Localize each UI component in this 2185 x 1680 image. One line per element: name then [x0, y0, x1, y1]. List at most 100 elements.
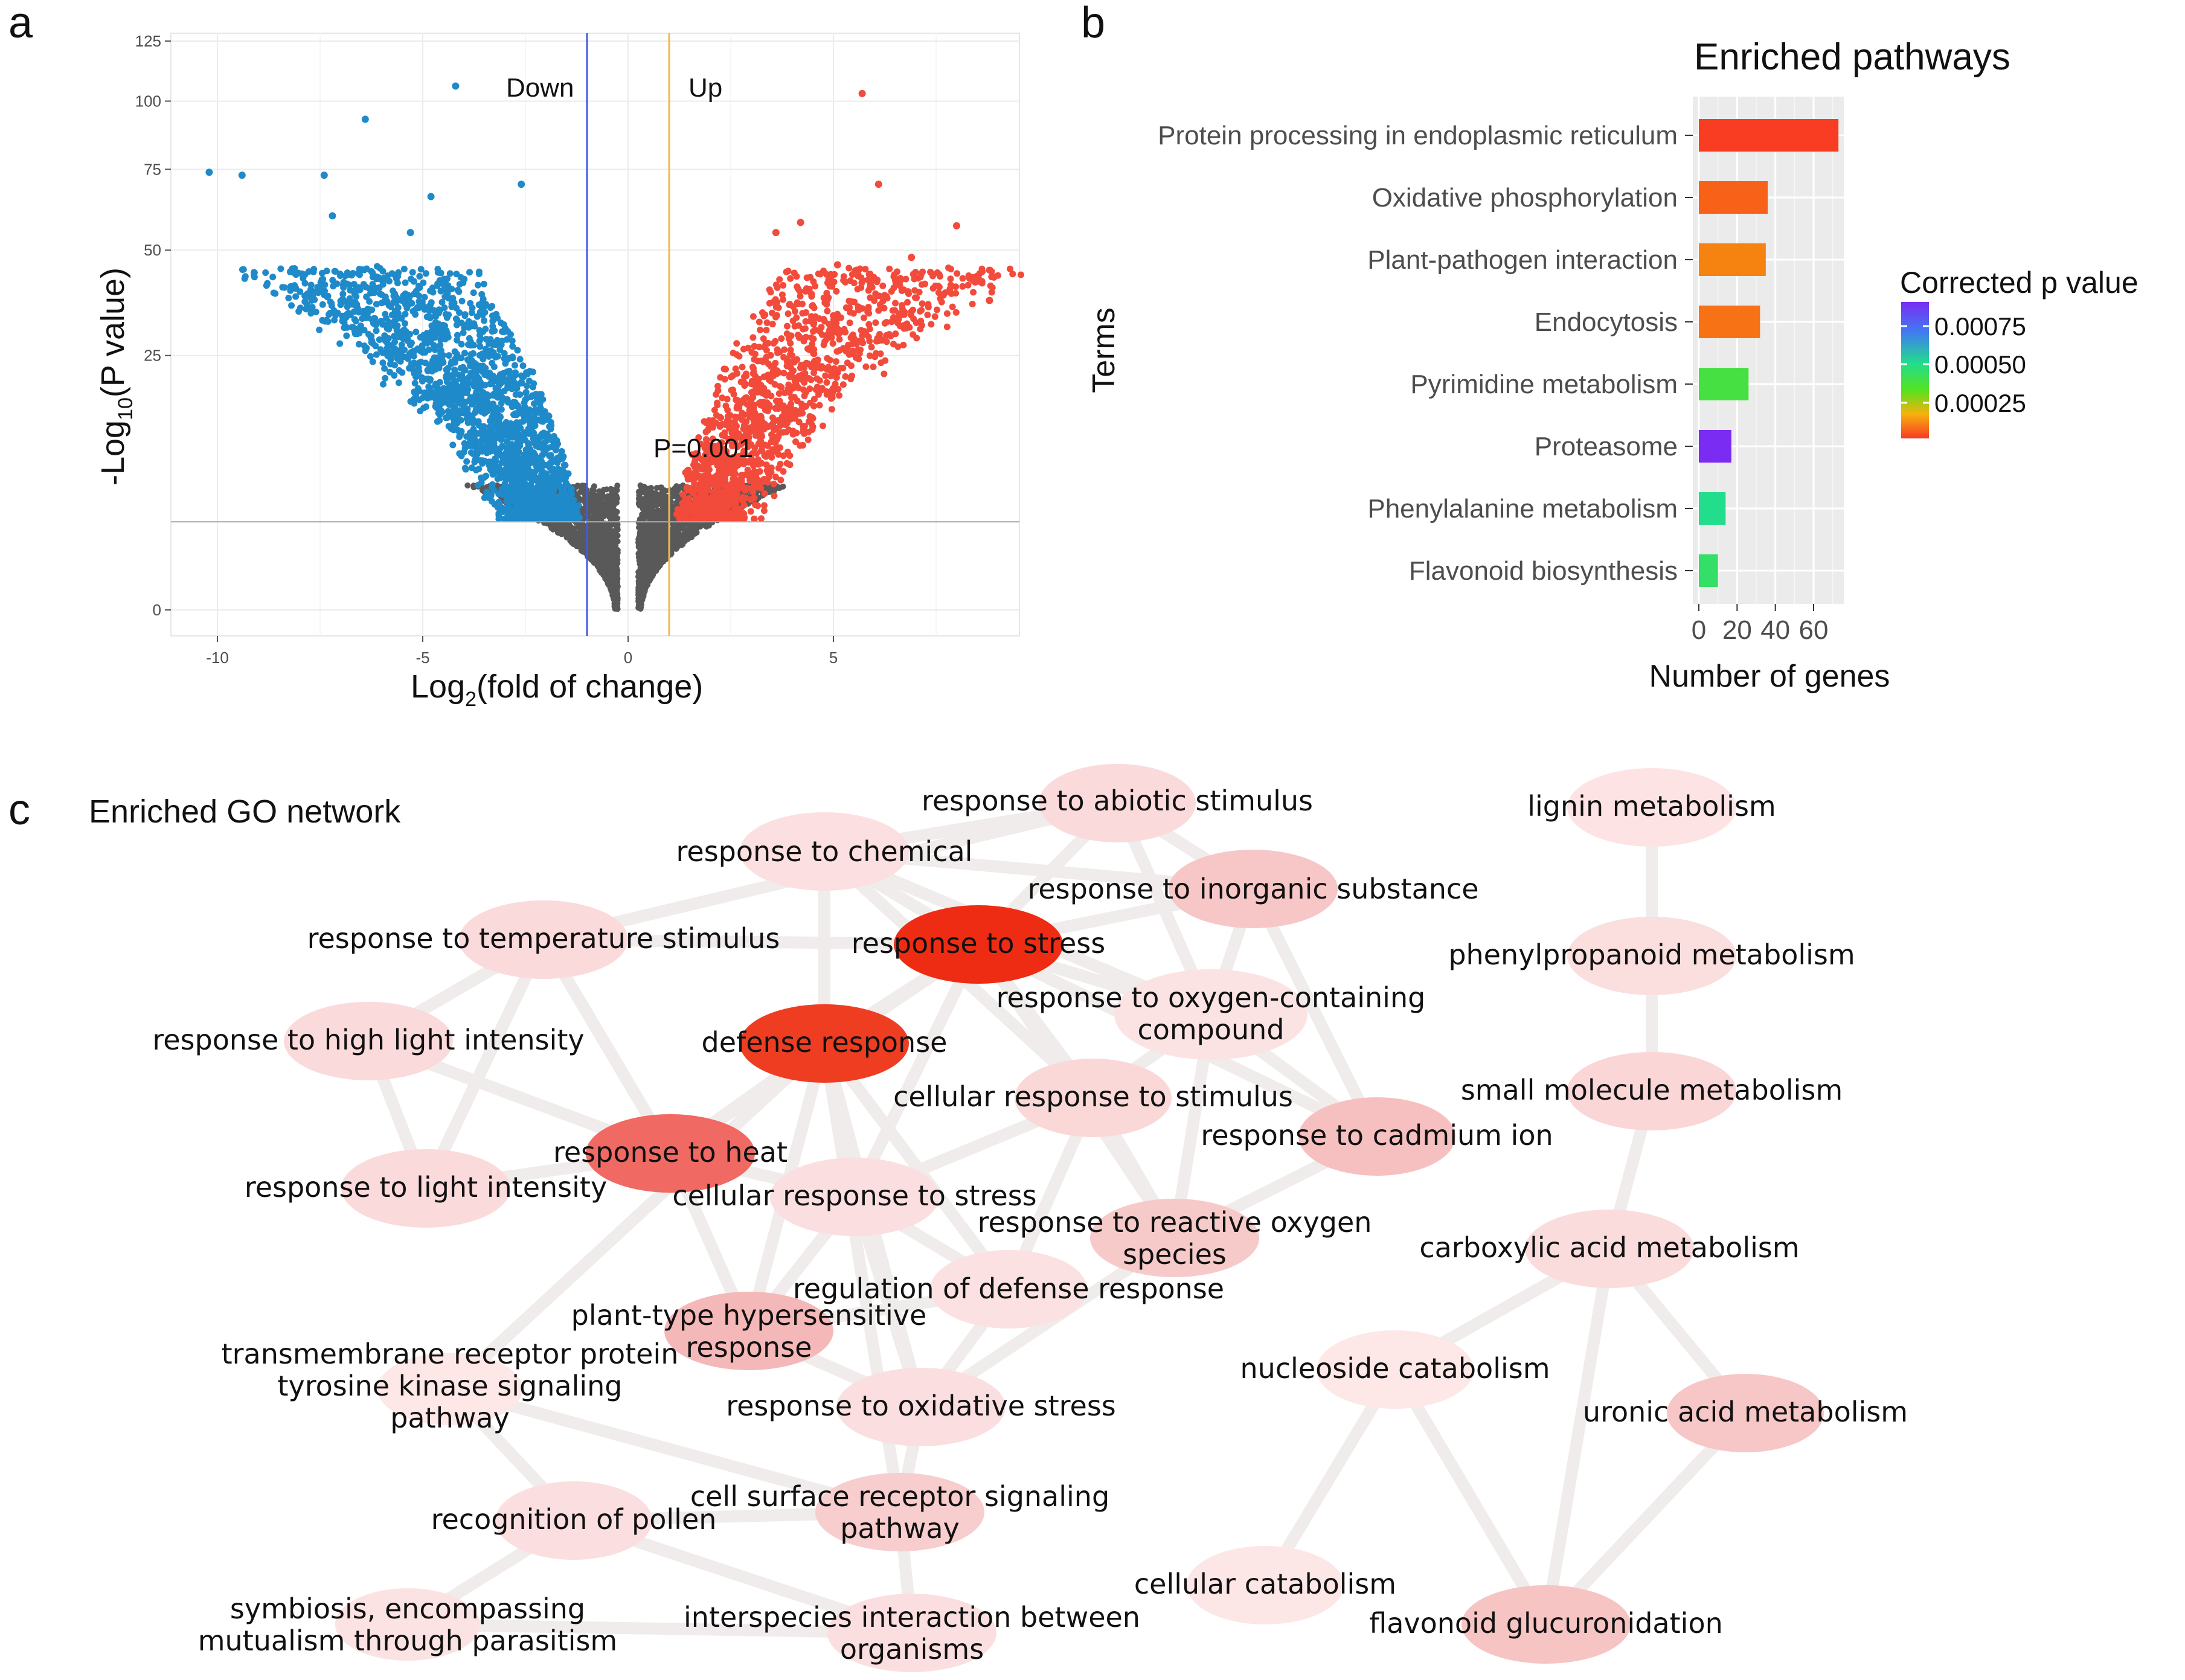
down-point [495, 510, 502, 517]
ns-point [614, 515, 621, 522]
down-point [489, 359, 496, 367]
ns-point [603, 486, 610, 493]
down-point [402, 310, 409, 318]
ns-point [682, 537, 688, 544]
volcano-grid [171, 33, 1019, 636]
down-point [406, 229, 414, 237]
down-point [378, 300, 385, 307]
down-point [341, 272, 348, 280]
ns-point [612, 604, 619, 611]
ns-point [589, 554, 595, 560]
down-point [446, 390, 453, 397]
down-point [476, 343, 484, 350]
up-point [870, 364, 877, 371]
ns-point [602, 510, 609, 516]
down-point [412, 311, 419, 318]
down-point [434, 354, 441, 361]
down-point [476, 447, 484, 455]
down-point [558, 447, 565, 455]
down-point [509, 432, 516, 439]
down-point [561, 492, 568, 499]
ns-point [605, 493, 611, 499]
down-point [451, 367, 458, 374]
ns-point [658, 537, 664, 543]
ns-point [605, 502, 612, 509]
down-point [510, 474, 517, 481]
down-point [281, 284, 288, 291]
ns-point [600, 494, 606, 501]
ns-point [690, 530, 697, 536]
down-point [493, 375, 501, 382]
down-point [422, 390, 429, 397]
up-point [959, 283, 966, 290]
down-point [291, 265, 298, 272]
ns-point [644, 495, 650, 501]
down-point [401, 346, 408, 353]
down-point [382, 374, 389, 382]
down-point [427, 301, 434, 309]
down-point [307, 310, 315, 317]
down-point [478, 290, 486, 298]
down-point [320, 172, 328, 179]
ns-point [605, 539, 612, 545]
down-point [499, 370, 507, 377]
down-point [507, 464, 514, 471]
ns-point [636, 490, 643, 497]
down-point [514, 347, 521, 354]
down-point [542, 510, 550, 518]
down-point [498, 319, 505, 327]
down-point [450, 376, 457, 383]
ns-point [691, 524, 698, 530]
down-point [495, 498, 502, 505]
down-point [477, 335, 484, 342]
down-point [404, 353, 411, 360]
down-point [522, 396, 529, 403]
down-point [512, 380, 519, 388]
down-point [523, 369, 530, 376]
down-point [401, 320, 408, 327]
down-point [373, 327, 380, 335]
down-point [420, 279, 427, 286]
ns-point [642, 505, 649, 512]
down-point [561, 470, 568, 478]
down-point [470, 342, 477, 349]
down-point [516, 391, 524, 398]
down-point [329, 212, 336, 220]
ns-point [780, 483, 786, 490]
down-point [444, 370, 451, 377]
down-point [454, 286, 461, 293]
down-point [392, 351, 399, 359]
down-point [515, 440, 522, 447]
down-point [467, 351, 475, 358]
down-point [539, 396, 547, 403]
down-point [458, 298, 466, 305]
down-point [527, 446, 534, 453]
down-point [297, 304, 304, 312]
down-point [470, 289, 477, 297]
ns-point [589, 486, 596, 493]
down-point [391, 362, 399, 369]
down-point [475, 466, 483, 473]
down-point [486, 380, 493, 388]
down-point [396, 333, 403, 341]
down-point [205, 168, 213, 176]
down-point [494, 434, 501, 441]
down-point [511, 362, 518, 369]
down-point [450, 426, 457, 434]
down-point [316, 326, 323, 333]
down-point [359, 266, 367, 274]
down-point [369, 358, 376, 365]
ns-point [592, 538, 598, 545]
down-point [531, 414, 538, 421]
down-point [382, 293, 389, 301]
down-point [504, 399, 512, 406]
down-point [369, 269, 376, 277]
ns-point [594, 563, 601, 569]
down-point [368, 337, 376, 344]
down-point [490, 487, 498, 494]
down-point [458, 319, 465, 327]
ns-point [662, 548, 669, 554]
down-point [307, 281, 315, 289]
down-point [436, 361, 443, 368]
down-point [387, 322, 394, 329]
